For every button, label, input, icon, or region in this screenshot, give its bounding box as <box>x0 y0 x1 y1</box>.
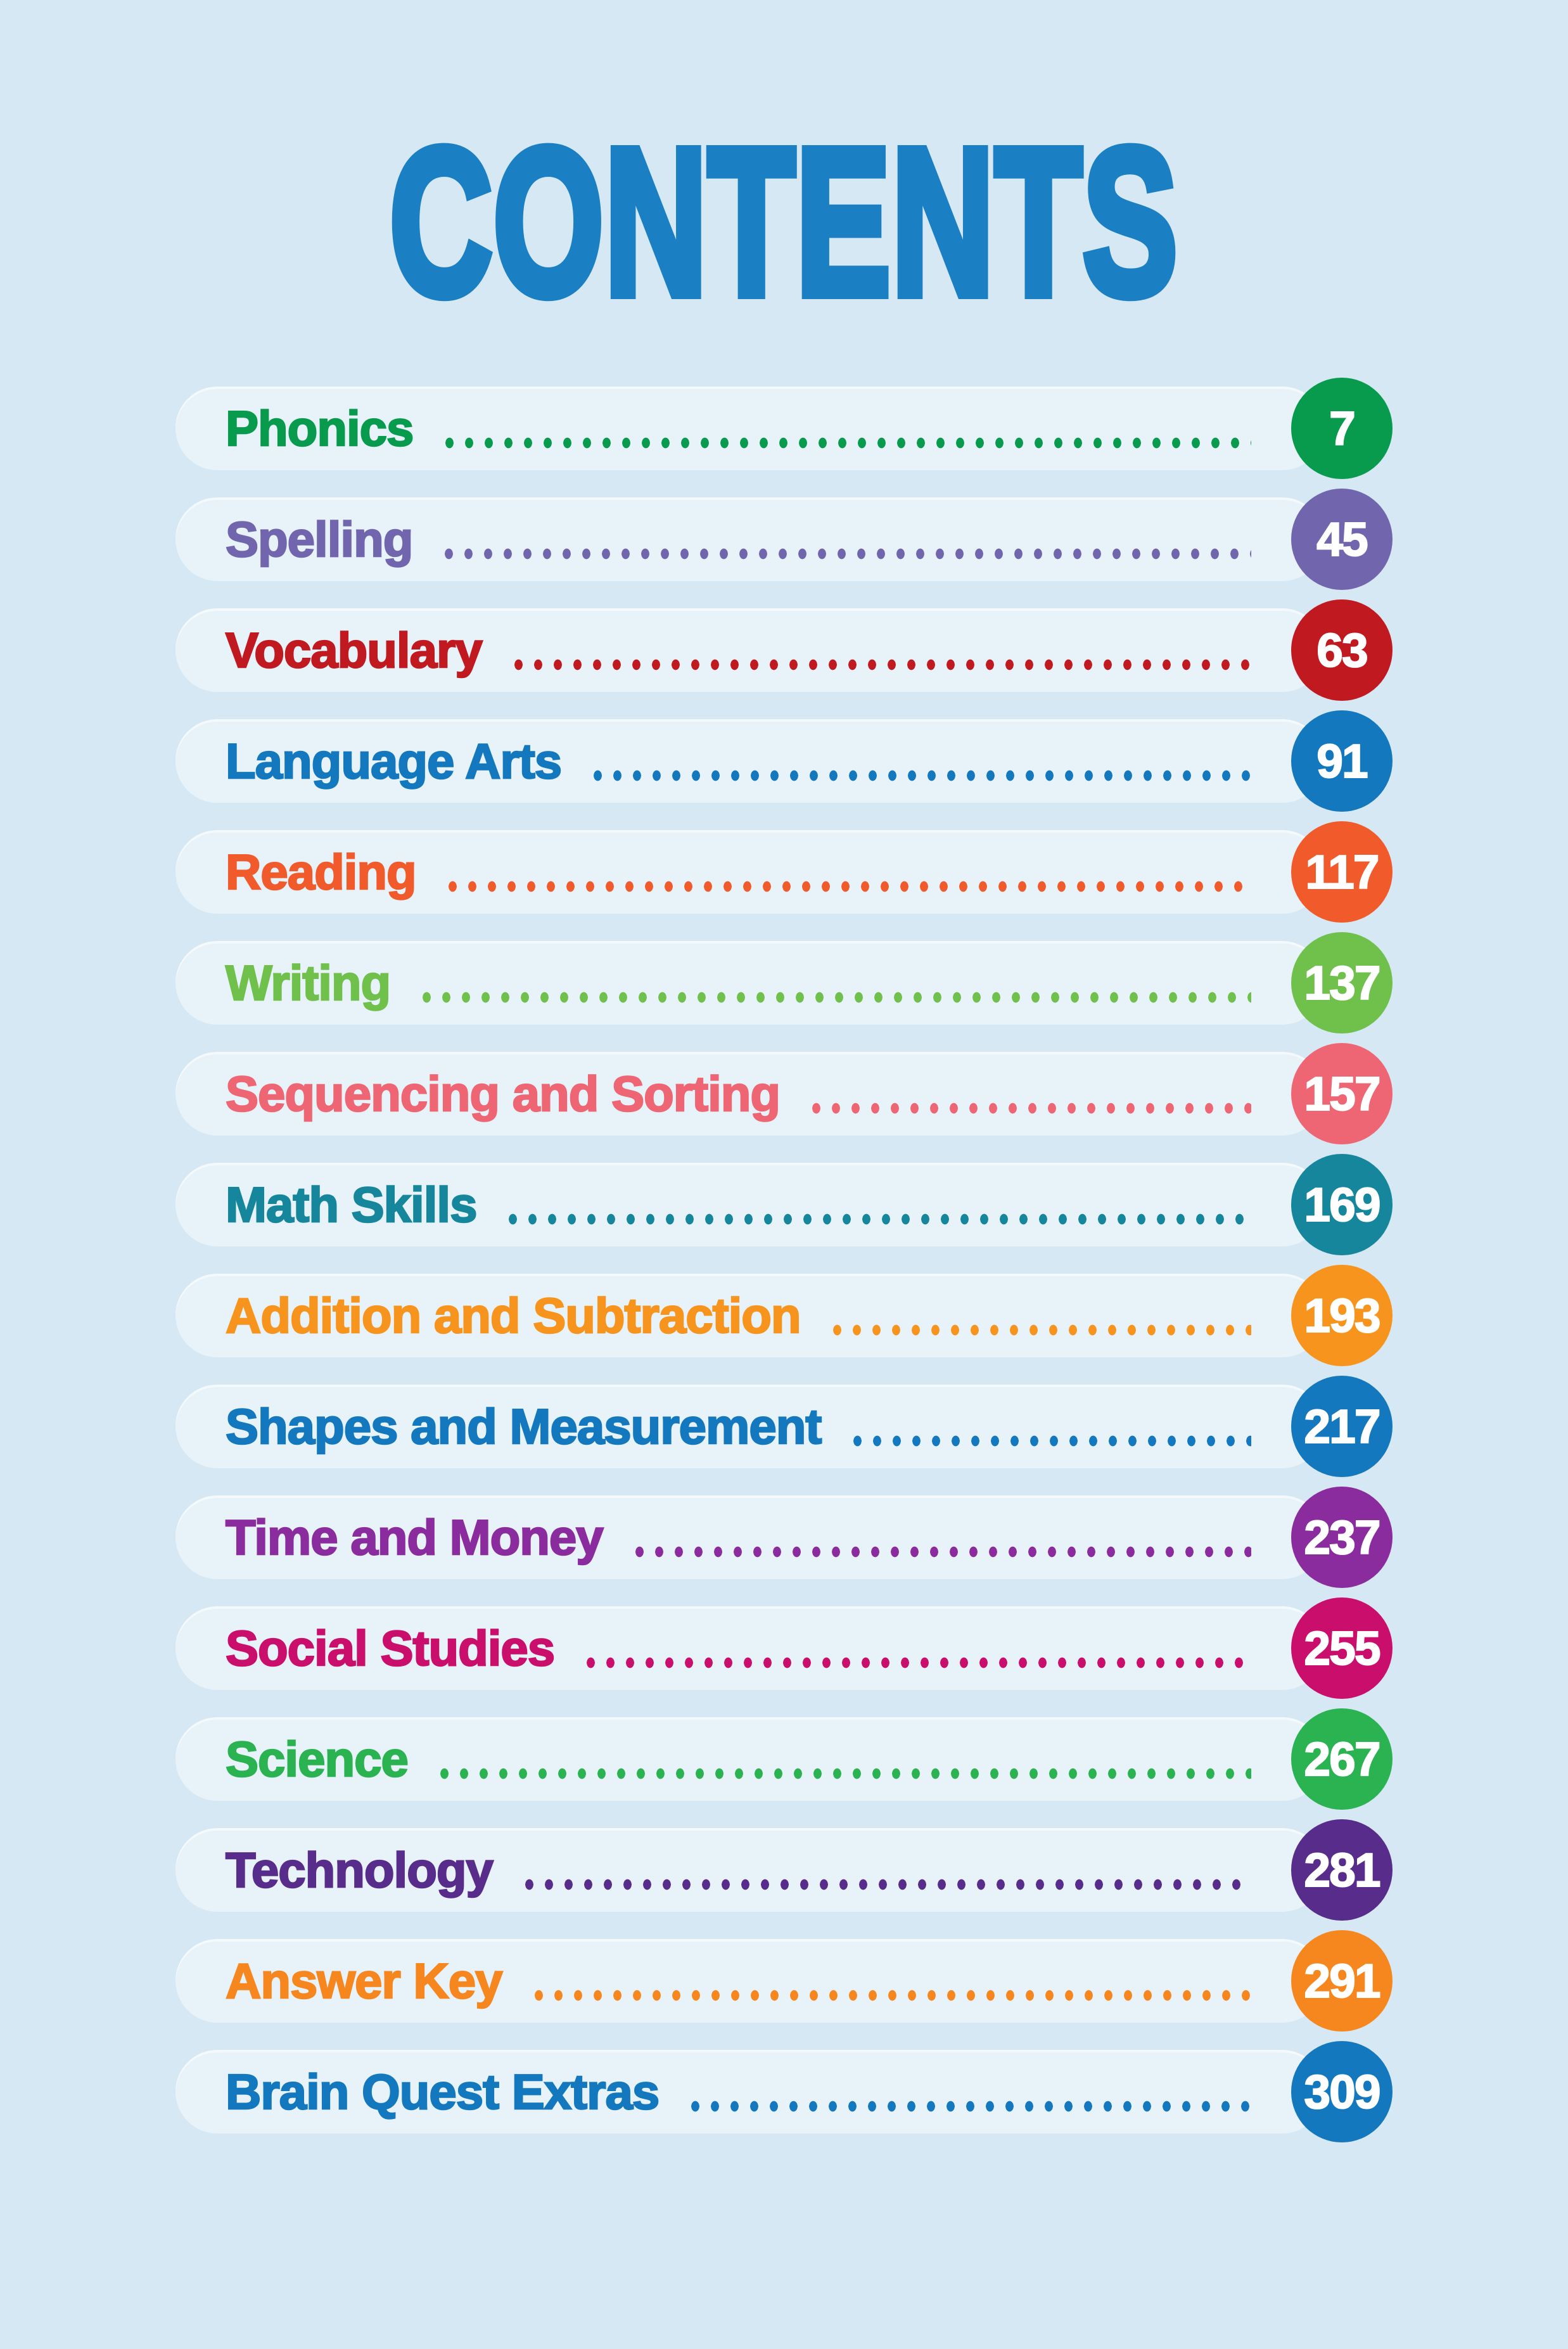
page-number-badge: 291 <box>1291 1930 1393 2032</box>
page-number: 137 <box>1303 956 1381 1010</box>
dotted-leader <box>508 658 1251 671</box>
toc-row: Sequencing and Sorting 157 <box>175 1043 1393 1144</box>
toc-row-label: Reading <box>225 843 417 900</box>
contents-page: CONTENTS Phonics 7 Spelling 45 Vocabular… <box>0 105 1568 2142</box>
page-number: 169 <box>1303 1177 1381 1232</box>
toc-row-label: Answer Key <box>225 1952 504 2009</box>
dotted-leader <box>434 1767 1251 1780</box>
toc-row: Writing 137 <box>175 932 1393 1034</box>
toc-row: Vocabulary 63 <box>175 599 1393 701</box>
toc-list: Phonics 7 Spelling 45 Vocabulary 63 Lang… <box>175 378 1393 2142</box>
page-number: 309 <box>1303 2064 1381 2119</box>
page-number: 255 <box>1303 1621 1381 1675</box>
page-number: 291 <box>1303 1954 1381 2008</box>
page-number-badge: 255 <box>1291 1597 1393 1699</box>
dotted-leader <box>806 1102 1251 1115</box>
page-number-badge: 45 <box>1291 489 1393 590</box>
dotted-leader <box>439 547 1251 560</box>
dotted-leader <box>588 769 1251 782</box>
toc-row-label: Addition and Subtraction <box>225 1286 802 1344</box>
page-number: 63 <box>1316 623 1368 677</box>
page-number-badge: 91 <box>1291 710 1393 812</box>
toc-row-label: Time and Money <box>225 1508 604 1566</box>
page-number: 117 <box>1305 845 1380 899</box>
dotted-leader <box>519 1878 1251 1891</box>
toc-row-label: Science <box>225 1730 409 1788</box>
toc-row: Science 267 <box>175 1708 1393 1810</box>
page-number: 91 <box>1316 734 1368 788</box>
toc-row: Language Arts 91 <box>175 710 1393 812</box>
toc-row-label: Math Skills <box>225 1175 478 1233</box>
page-number: 45 <box>1316 512 1368 566</box>
page-number: 157 <box>1303 1066 1381 1121</box>
dotted-leader <box>417 991 1251 1004</box>
page-number: 237 <box>1303 1510 1381 1565</box>
toc-row-label: Vocabulary <box>225 621 483 679</box>
page-number: 217 <box>1303 1399 1381 1454</box>
toc-row: Addition and Subtraction 193 <box>175 1265 1393 1366</box>
page-number-badge: 193 <box>1291 1265 1393 1366</box>
page-number: 7 <box>1329 401 1356 456</box>
toc-row: Brain Quest Extras 309 <box>175 2041 1393 2142</box>
toc-row-label: Spelling <box>225 510 414 568</box>
toc-row: Reading 117 <box>175 821 1393 923</box>
toc-row: Answer Key 291 <box>175 1930 1393 2032</box>
dotted-leader <box>503 1213 1251 1226</box>
page-number-badge: 7 <box>1291 378 1393 479</box>
page-number-badge: 217 <box>1291 1376 1393 1477</box>
toc-row: Time and Money 237 <box>175 1487 1393 1588</box>
dotted-leader <box>827 1324 1251 1336</box>
toc-row: Shapes and Measurement 217 <box>175 1376 1393 1477</box>
toc-row: Technology 281 <box>175 1819 1393 1921</box>
toc-row-label: Brain Quest Extras <box>225 2063 661 2120</box>
toc-row: Spelling 45 <box>175 489 1393 590</box>
toc-row: Phonics 7 <box>175 378 1393 479</box>
page-number: 281 <box>1303 1843 1381 1897</box>
toc-row-label: Sequencing and Sorting <box>225 1065 782 1122</box>
toc-row-label: Phonics <box>225 399 415 457</box>
dotted-leader <box>528 1989 1251 2002</box>
page-number-badge: 281 <box>1291 1819 1393 1921</box>
dotted-leader <box>848 1435 1251 1447</box>
page-number: 193 <box>1303 1288 1381 1343</box>
toc-row-label: Language Arts <box>225 732 563 790</box>
page-number-badge: 267 <box>1291 1708 1393 1810</box>
toc-row: Math Skills 169 <box>175 1154 1393 1255</box>
toc-row-label: Shapes and Measurement <box>225 1397 823 1455</box>
dotted-leader <box>629 1546 1251 1558</box>
toc-row-label: Social Studies <box>225 1619 556 1677</box>
page-number-badge: 169 <box>1291 1154 1393 1255</box>
page-title: CONTENTS <box>386 105 1182 338</box>
toc-row-label: Technology <box>225 1841 494 1898</box>
dotted-leader <box>685 2100 1251 2113</box>
dotted-leader <box>581 1656 1251 1669</box>
dotted-leader <box>442 880 1251 893</box>
page-number-badge: 237 <box>1291 1487 1393 1588</box>
page-number-badge: 63 <box>1291 599 1393 701</box>
page-number: 267 <box>1303 1732 1381 1786</box>
toc-row-label: Writing <box>225 954 392 1011</box>
page-number-badge: 157 <box>1291 1043 1393 1144</box>
dotted-leader <box>440 437 1251 449</box>
toc-row: Social Studies 255 <box>175 1597 1393 1699</box>
page-number-badge: 117 <box>1291 821 1393 923</box>
page-number-badge: 309 <box>1291 2041 1393 2142</box>
page-number-badge: 137 <box>1291 932 1393 1034</box>
